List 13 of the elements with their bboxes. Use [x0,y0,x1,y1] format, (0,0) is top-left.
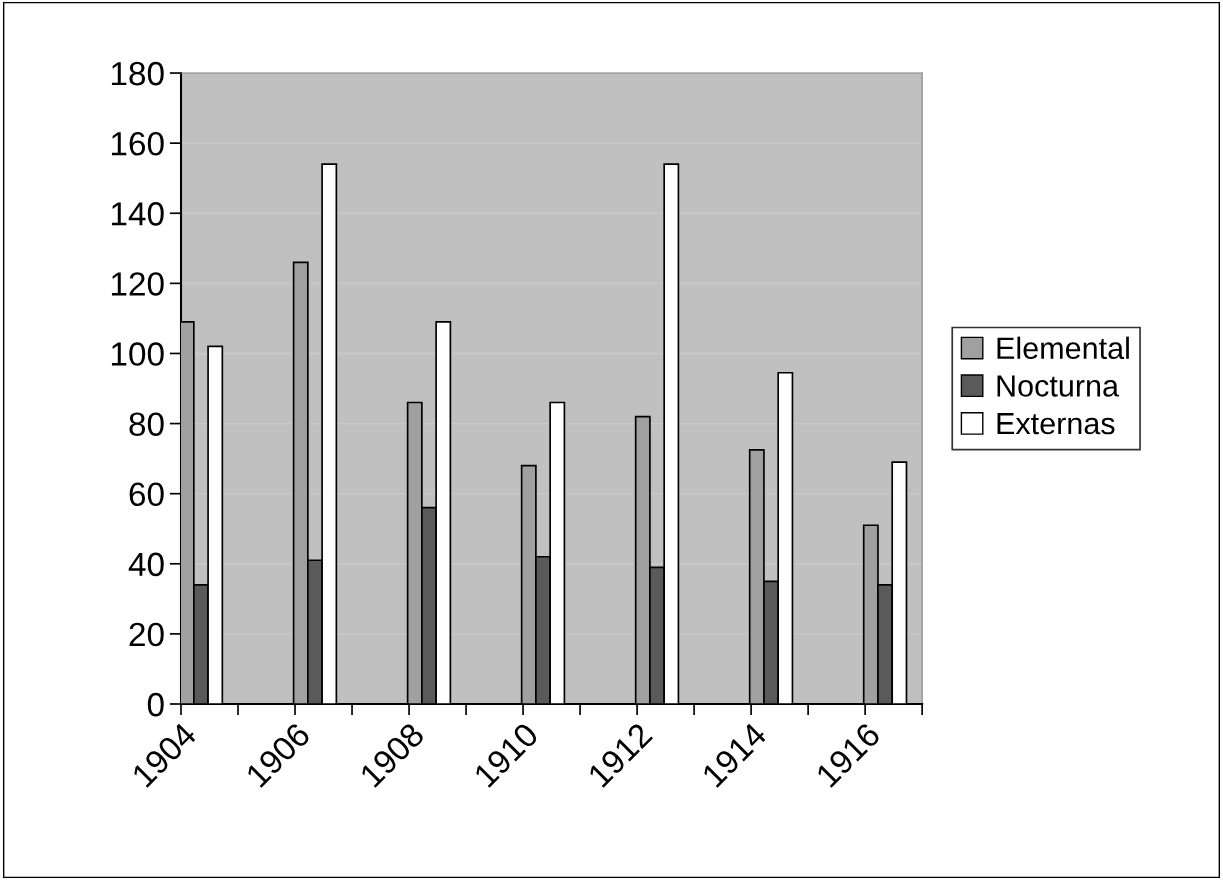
y-tick-label: 120 [111,272,164,296]
y-tick-label: 20 [129,622,164,647]
legend-label: Externas [997,413,1115,435]
legend-label: Nocturna [997,375,1119,397]
y-tick-label: 100 [111,342,164,366]
y-tick-label: 80 [129,412,164,436]
y-tick-label: 160 [111,131,164,156]
y-tick-label: 140 [111,202,164,226]
y-tick-label: 180 [111,61,164,86]
y-tick-label: 40 [128,552,164,577]
legend-label: Elemental [997,336,1129,360]
y-tick-label: 60 [129,482,164,507]
y-tick-label: 0 [147,692,164,717]
